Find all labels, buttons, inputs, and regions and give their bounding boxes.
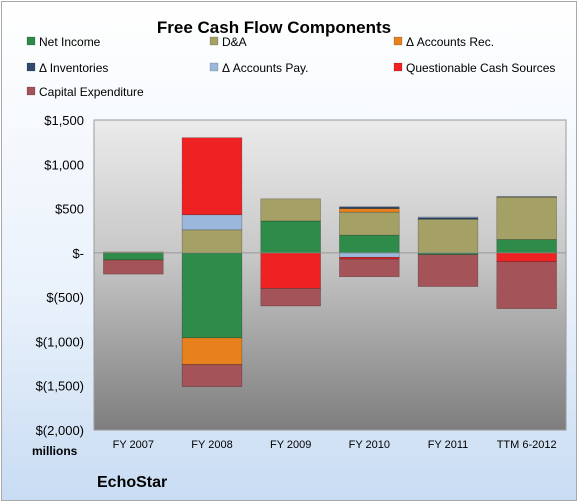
legend-swatch [209, 62, 219, 72]
y-tick-label: $(500) [46, 290, 84, 305]
y-tick-label: $- [72, 246, 84, 261]
bar-segment [417, 218, 479, 254]
bar-segment [181, 364, 243, 387]
y-tick-label: $1,000 [44, 157, 84, 172]
y-axis-ticks: $1,500 $1,000 $500 $- $(500) $(1,000) $(1,500)… [36, 113, 84, 438]
bar-segment [260, 220, 321, 254]
y-tick-label: $(1,000) [36, 334, 84, 349]
x-tick-label: TTM 6-2012 [497, 439, 557, 451]
bar-segment [181, 214, 243, 231]
bar-segment [339, 211, 400, 236]
bar-segment [339, 252, 400, 258]
legend-swatch [393, 36, 403, 46]
x-tick-label: FY 2011 [428, 439, 469, 451]
bar-segment [496, 252, 557, 263]
bar-segment [496, 196, 557, 198]
bar-segment [260, 198, 321, 222]
bar-segment [339, 206, 400, 209]
legend-swatch [209, 36, 219, 46]
x-tick-label: FY 2010 [349, 439, 390, 451]
bar-segment [496, 196, 557, 240]
x-tick-label: FY 2009 [270, 439, 311, 451]
legend-label: Net Income [39, 35, 101, 49]
legend-label: Δ Inventories [39, 61, 108, 75]
legend-label: Capital Expenditure [39, 85, 144, 99]
bar-segment [496, 261, 557, 309]
bar-segment [181, 337, 243, 365]
legend-label: D&A [222, 35, 247, 49]
legend-swatch [26, 86, 36, 96]
y-tick-label: $1,500 [44, 113, 84, 128]
bar-segment [260, 287, 321, 307]
legend-label: Questionable Cash Sources [406, 61, 555, 75]
bars [94, 137, 566, 387]
bar-segment [339, 234, 400, 254]
bar-segment [417, 254, 479, 287]
legend-swatch [393, 62, 403, 72]
bar-segment [103, 252, 164, 261]
y-tick-label: $(2,000) [36, 423, 84, 438]
x-tick-label: FY 2007 [113, 439, 154, 451]
bar-segment [339, 208, 400, 213]
legend-swatch [26, 36, 36, 46]
unit-label: millions [32, 444, 78, 458]
bar-segment [181, 252, 243, 339]
company-label: EchoStar [97, 474, 167, 491]
x-tick-label: FY 2008 [191, 439, 232, 451]
bar-segment [103, 259, 164, 275]
legend-label: Δ Accounts Rec. [406, 35, 494, 49]
y-tick-label: $500 [55, 202, 84, 217]
bar-segment [496, 239, 557, 254]
bar-segment [181, 229, 243, 254]
bar-segment [339, 258, 400, 278]
bar-segment [260, 252, 321, 289]
legend: Net Income D&A Δ Accounts Rec. Δ Inventorie… [26, 35, 555, 99]
legend-label: Δ Accounts Pay. [222, 61, 309, 75]
bar-segment [181, 137, 243, 216]
y-tick-label: $(1,500) [36, 379, 84, 394]
x-axis-ticks: FY 2007 FY 2008 FY 2009 FY 2010 FY 2011 TTM 6… [113, 439, 557, 451]
plot-area [93, 119, 567, 431]
legend-swatch [26, 62, 36, 72]
bar-segment [417, 216, 479, 219]
chart-title: Free Cash Flow Components [157, 18, 391, 37]
